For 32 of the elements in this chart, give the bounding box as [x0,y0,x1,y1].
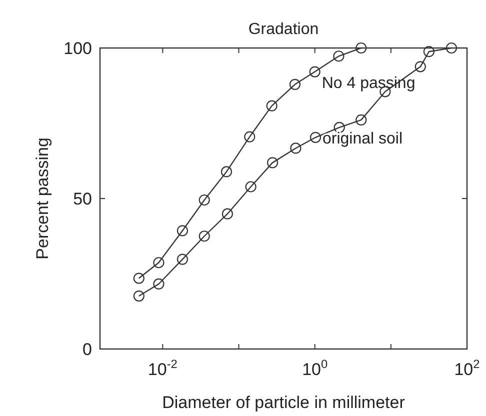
y-tick-label: 50 [73,190,92,208]
point [446,42,458,54]
point [244,131,256,142]
point [423,46,434,58]
point [310,132,322,143]
point [356,114,367,126]
point [153,257,164,268]
x-tick-label: 10$^{-2}$ [148,357,178,379]
point [176,254,188,265]
point [290,142,302,154]
point [198,194,210,206]
point [333,50,344,62]
point [198,230,210,242]
x-tick-label: 10$^{2}$ [454,357,480,379]
x-tick-label: 10$^{0}$ [302,357,328,379]
y-axis-title: Percent passing [33,138,52,260]
point [289,78,301,90]
x-axis-title: Diameter of particle in millimeter [162,393,406,412]
point [266,100,278,112]
point [222,208,233,220]
point [220,166,232,178]
point [245,181,256,192]
point [176,225,188,236]
chart-title: Gradation [248,21,319,38]
y-tick-label: 100 [64,39,92,58]
series-label: original soil [322,130,403,148]
point [356,42,367,54]
point [133,290,144,302]
y-tick-label: 0 [82,340,92,359]
point [133,272,144,284]
point [266,157,278,168]
point [153,278,164,290]
